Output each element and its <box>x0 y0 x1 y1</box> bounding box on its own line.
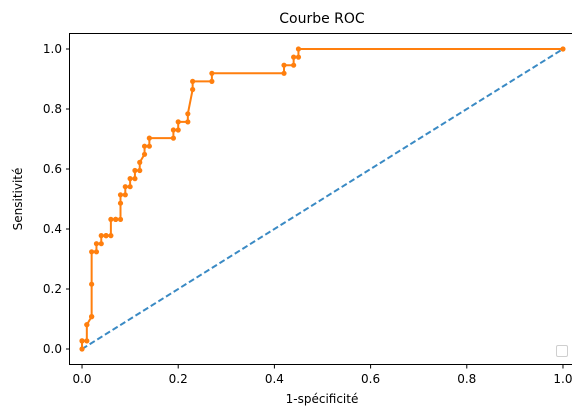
roc-point <box>117 216 124 222</box>
x-tick-label: 0.6 <box>361 372 380 386</box>
roc-point <box>185 119 191 125</box>
roc-point <box>291 62 297 68</box>
roc-point <box>295 54 302 60</box>
roc-point <box>281 70 287 76</box>
legend-box <box>556 345 568 357</box>
roc-point <box>209 70 215 76</box>
x-tick-label: 0.8 <box>457 372 476 386</box>
roc-point <box>89 281 95 287</box>
roc-point <box>141 143 148 149</box>
roc-point <box>108 216 114 222</box>
x-tick-label: 0.2 <box>169 372 188 386</box>
roc-point <box>170 127 177 133</box>
roc-point <box>295 46 302 52</box>
x-axis-label: 1-spécificité <box>286 392 359 406</box>
chart-title: Courbe ROC <box>279 11 365 27</box>
roc-point <box>170 135 177 141</box>
roc-point <box>79 346 85 352</box>
roc-point <box>117 192 124 198</box>
roc-point <box>79 338 85 344</box>
x-tick-label: 0.0 <box>72 372 91 386</box>
roc-point <box>132 167 138 174</box>
y-tick-label: 0.6 <box>43 162 62 176</box>
roc-point <box>146 143 152 149</box>
y-tick-label: 1.0 <box>43 42 62 56</box>
y-tick-label: 0.2 <box>43 282 62 296</box>
roc-point <box>108 233 114 239</box>
roc-point <box>89 314 95 320</box>
plot-frame <box>69 33 572 365</box>
y-tick-label: 0.0 <box>43 342 62 356</box>
roc-point <box>137 159 143 165</box>
roc-point <box>84 338 90 344</box>
roc-point <box>93 249 100 255</box>
y-axis-label: Sensitivité <box>11 168 25 231</box>
chance-diagonal-line <box>81 48 564 350</box>
roc-point <box>190 78 196 84</box>
roc-point <box>98 241 104 247</box>
roc-point <box>127 176 133 182</box>
roc-point <box>281 62 287 68</box>
roc-point <box>117 200 124 206</box>
y-tick-label: 0.4 <box>43 222 62 236</box>
roc-point <box>103 233 109 239</box>
roc-point <box>122 192 128 198</box>
roc-point <box>137 167 143 174</box>
roc-point <box>209 78 215 84</box>
roc-point <box>93 241 100 247</box>
roc-point <box>84 322 90 328</box>
roc-point <box>560 46 566 52</box>
roc-point <box>291 54 297 60</box>
roc-point <box>141 151 148 157</box>
roc-point <box>146 135 152 141</box>
roc-point <box>113 216 119 222</box>
roc-point <box>175 127 181 133</box>
x-tick-label: 0.4 <box>265 372 284 386</box>
roc-point <box>132 176 138 182</box>
roc-point <box>89 249 95 255</box>
x-tick-label: 1.0 <box>553 372 572 386</box>
roc-point <box>127 184 133 190</box>
roc-point <box>122 184 128 190</box>
roc-point <box>175 119 181 125</box>
roc-point <box>98 233 104 239</box>
roc-point <box>185 111 191 117</box>
y-tick-label: 0.8 <box>43 102 62 116</box>
roc-point <box>190 86 196 93</box>
